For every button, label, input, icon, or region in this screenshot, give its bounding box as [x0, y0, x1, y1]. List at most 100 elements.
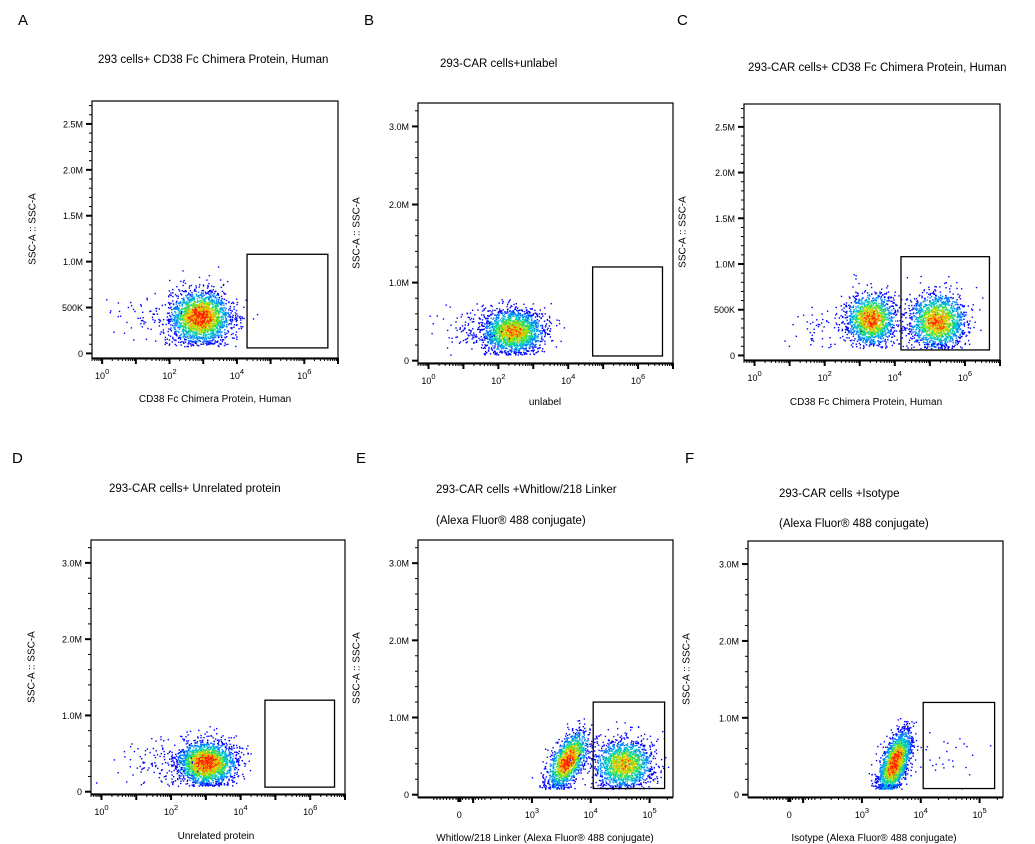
event-point — [489, 332, 492, 335]
event-point — [509, 345, 512, 347]
event-point — [210, 301, 213, 303]
event-point — [196, 298, 199, 300]
event-point — [558, 323, 561, 325]
event-point — [491, 322, 494, 325]
event-point — [222, 318, 224, 321]
event-point — [517, 329, 519, 332]
event-point — [213, 325, 215, 327]
event-point — [195, 312, 197, 314]
event-point — [542, 327, 544, 329]
event-point — [187, 318, 190, 320]
event-point — [137, 317, 139, 320]
event-point — [206, 309, 208, 311]
y-tick-label: 3.0M — [389, 122, 409, 132]
event-point — [167, 302, 170, 304]
gate-rectangle[interactable] — [246, 253, 329, 349]
event-point — [168, 296, 170, 298]
event-point — [159, 319, 161, 321]
event-point — [509, 343, 511, 345]
event-point — [503, 334, 506, 336]
event-point — [500, 339, 502, 341]
event-point — [205, 311, 207, 313]
event-point — [172, 303, 175, 305]
event-point — [467, 324, 469, 326]
event-point — [527, 328, 530, 330]
event-point — [155, 307, 157, 310]
gate-rectangle[interactable] — [591, 266, 664, 357]
event-point — [194, 334, 196, 337]
event-point — [203, 342, 205, 344]
event-point — [212, 328, 215, 330]
event-point — [177, 307, 179, 309]
event-point — [492, 309, 494, 312]
event-point — [531, 319, 533, 322]
event-point — [531, 329, 533, 332]
event-point — [534, 323, 536, 325]
event-point — [174, 317, 176, 320]
event-point — [531, 308, 533, 310]
event-point — [173, 326, 175, 328]
event-point — [185, 313, 187, 315]
event-point — [493, 352, 495, 354]
event-point — [852, 312, 855, 314]
event-point — [480, 321, 482, 324]
event-point — [544, 329, 546, 332]
event-point — [179, 325, 182, 327]
event-point — [479, 325, 481, 328]
event-point — [526, 309, 528, 311]
event-point — [180, 314, 183, 317]
event-point — [506, 339, 509, 341]
event-point — [518, 351, 520, 354]
event-point — [499, 332, 501, 335]
event-point — [529, 347, 531, 349]
event-point — [228, 314, 231, 317]
event-point — [223, 311, 225, 313]
event-point — [214, 307, 217, 310]
event-point — [206, 320, 209, 322]
event-point — [220, 322, 223, 324]
event-point — [490, 317, 492, 319]
event-point — [220, 316, 222, 318]
event-point — [874, 299, 876, 302]
event-point — [208, 329, 211, 331]
event-point — [218, 328, 221, 330]
event-point — [182, 326, 185, 328]
event-point — [483, 333, 485, 336]
event-point — [194, 302, 196, 304]
event-point — [204, 303, 206, 306]
event-point — [514, 345, 516, 347]
event-point — [230, 327, 232, 329]
event-point — [869, 308, 872, 310]
event-point — [196, 337, 199, 339]
event-point — [217, 341, 219, 343]
event-point — [188, 327, 190, 330]
event-point — [523, 349, 525, 351]
event-point — [181, 304, 183, 307]
event-point — [190, 337, 193, 339]
event-point — [156, 313, 159, 315]
event-point — [464, 324, 466, 326]
event-point — [509, 313, 511, 316]
event-point — [850, 302, 853, 304]
event-point — [483, 325, 485, 327]
event-point — [199, 311, 201, 313]
event-point — [198, 301, 200, 303]
event-point — [202, 333, 205, 335]
event-point — [175, 308, 178, 310]
event-point — [471, 309, 474, 311]
event-point — [531, 324, 533, 326]
event-point — [491, 343, 493, 345]
event-point — [193, 326, 195, 328]
event-point — [855, 343, 857, 345]
event-point — [212, 289, 215, 291]
event-point — [522, 318, 524, 320]
y-tick-label: 2.0M — [715, 168, 735, 178]
event-point — [527, 313, 529, 315]
event-point — [541, 350, 543, 352]
event-point — [481, 314, 483, 316]
event-point — [506, 321, 508, 323]
event-point — [130, 301, 132, 304]
event-point — [516, 314, 518, 316]
event-point — [168, 334, 170, 336]
event-point — [183, 297, 185, 299]
